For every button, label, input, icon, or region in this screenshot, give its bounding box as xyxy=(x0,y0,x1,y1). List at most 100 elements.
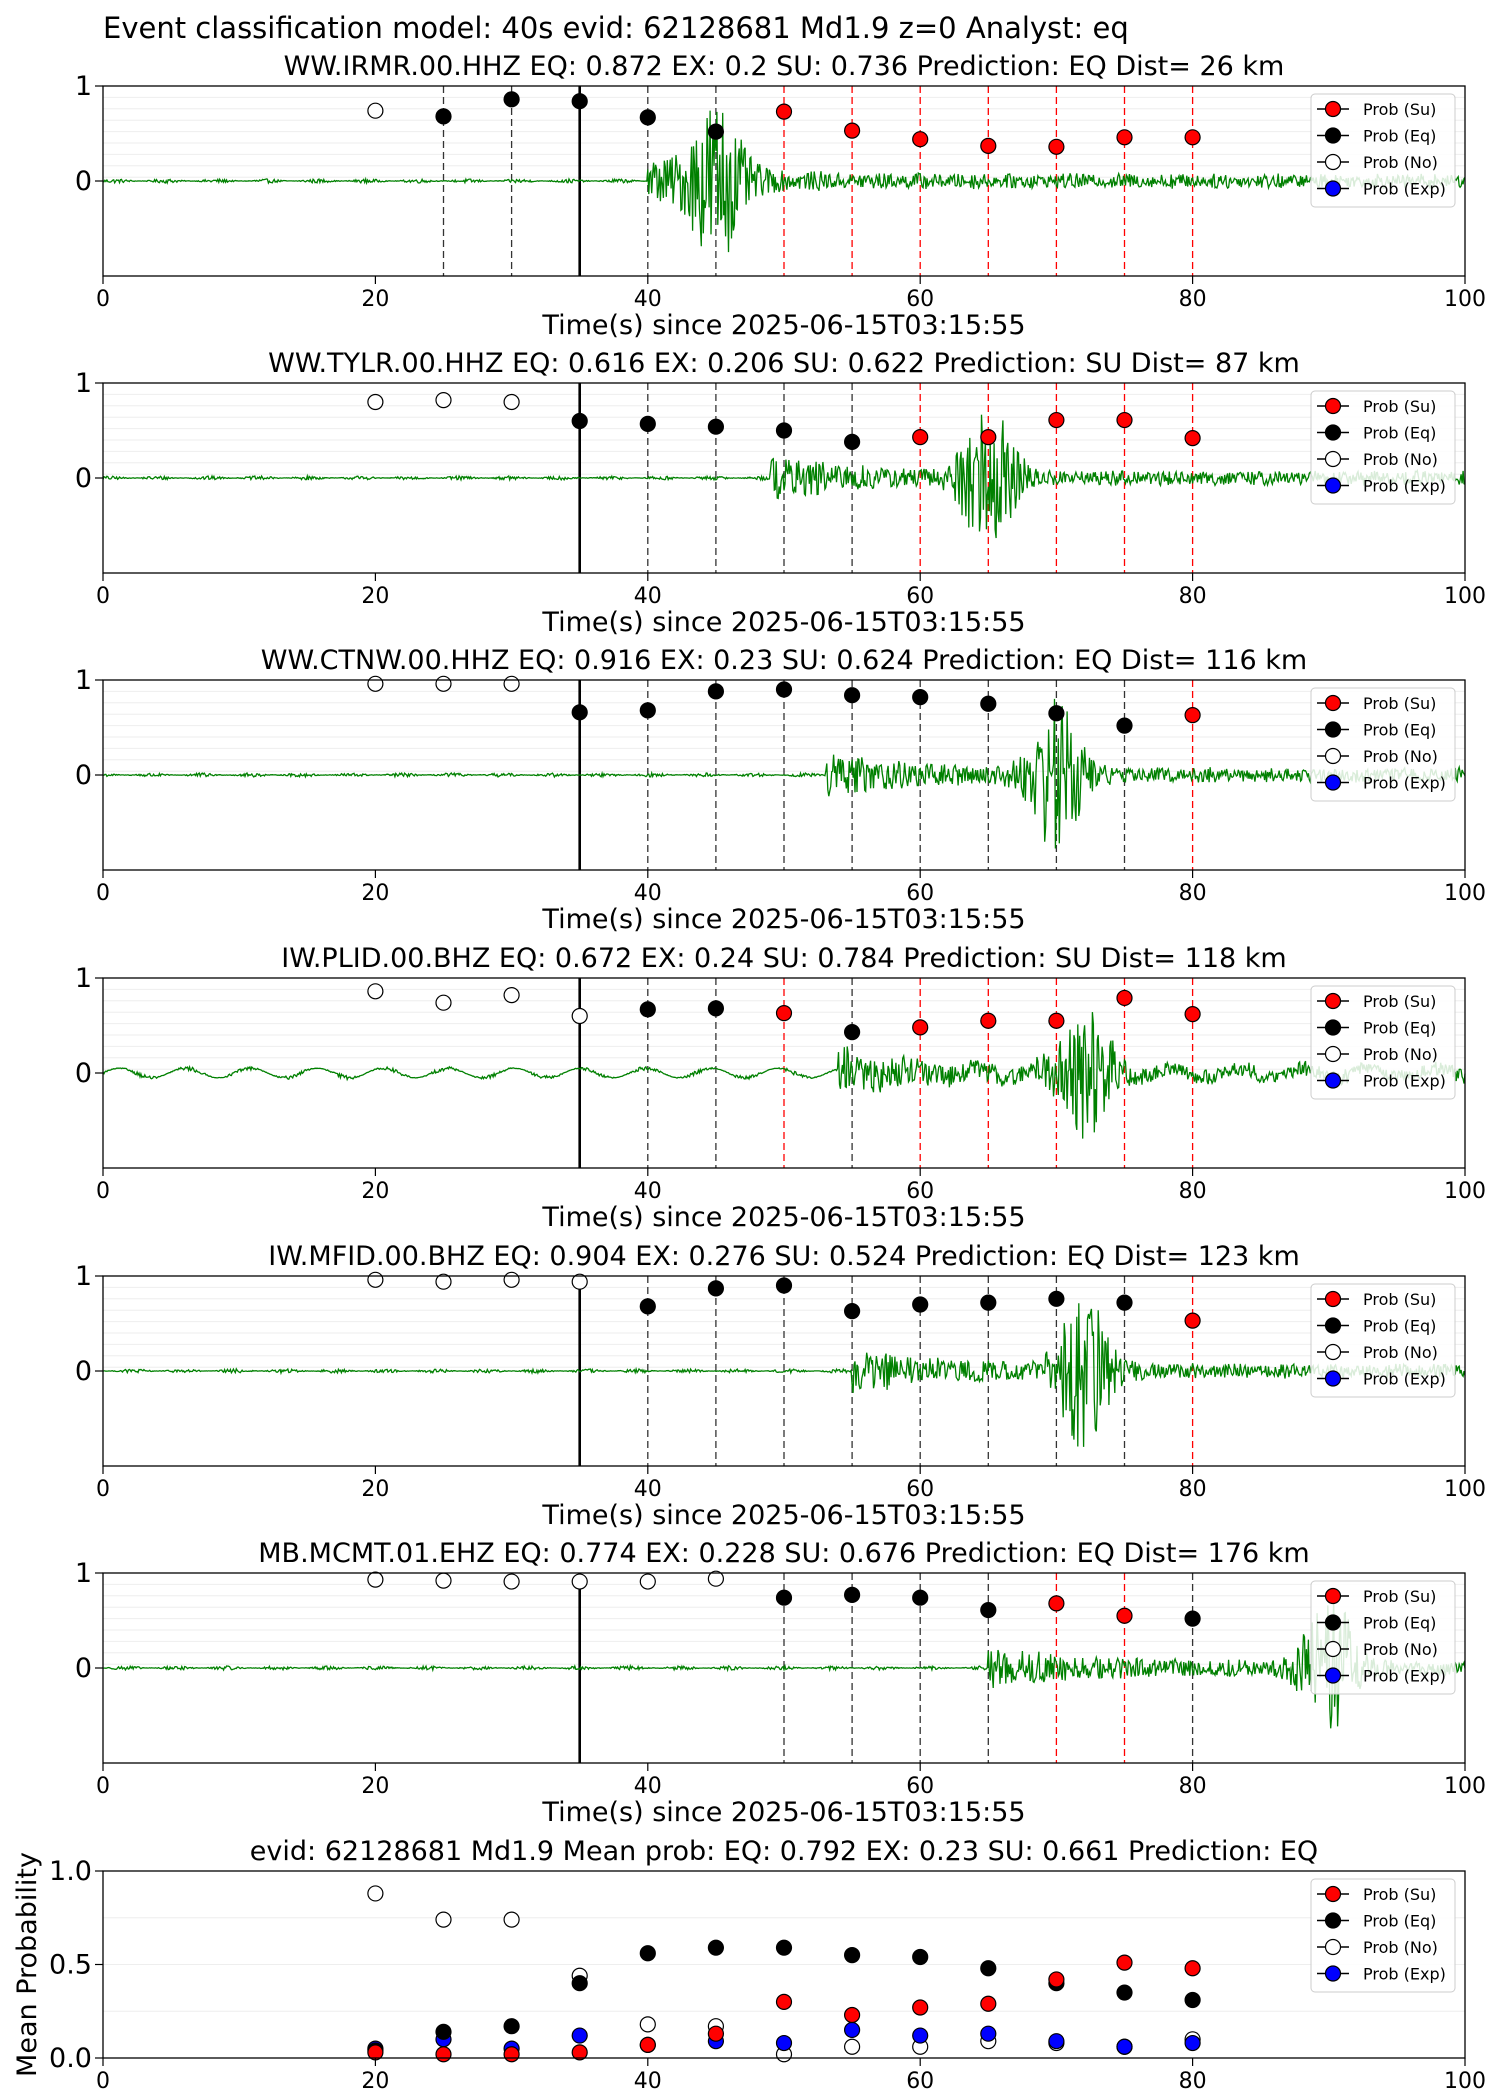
prob-marker-su xyxy=(1048,1595,1065,1612)
prob-marker-eq xyxy=(503,91,520,108)
prob-marker-no xyxy=(571,1273,588,1290)
mean-prob-marker-exp xyxy=(912,2027,929,2044)
waveform-trace xyxy=(102,1303,1466,1447)
prob-marker-su xyxy=(980,137,997,154)
legend-marker-exp xyxy=(1324,1667,1342,1684)
prob-marker-su xyxy=(775,103,793,120)
prob-marker-no xyxy=(367,1271,384,1288)
x-tick-label: 60 xyxy=(906,287,934,312)
legend-label-no: Prob (No) xyxy=(1363,1938,1438,1957)
legend-frame xyxy=(1310,985,1456,1100)
mean-prob-marker-eq xyxy=(639,1945,656,1962)
mean-prob-marker-exp xyxy=(571,2027,588,2044)
x-axis-label: Time(s) since 2025-06-15T03:15:55 xyxy=(541,904,1025,935)
legend-label-exp: Prob (Exp) xyxy=(1363,477,1446,496)
legend-label-exp: Prob (Exp) xyxy=(1363,1072,1446,1091)
prob-marker-su xyxy=(980,1012,997,1029)
legend-label-exp: Prob (Exp) xyxy=(1363,180,1446,199)
prob-marker-no xyxy=(367,102,384,119)
mean-prob-marker-eq xyxy=(503,2018,520,2035)
legend-label-no: Prob (No) xyxy=(1363,1343,1438,1362)
waveform-trace xyxy=(102,1595,1466,1729)
prob-marker-no xyxy=(707,1570,725,1587)
panel-title: evid: 62128681 Md1.9 Mean prob: EQ: 0.79… xyxy=(250,1836,1318,1867)
prob-marker-eq xyxy=(843,1586,861,1603)
legend-frame xyxy=(1310,1283,1456,1398)
panel-7: evid: 62128681 Md1.9 Mean prob: EQ: 0.79… xyxy=(12,1836,1486,2094)
legend-marker-exp xyxy=(1324,1072,1342,1089)
prob-marker-eq xyxy=(1116,1294,1133,1311)
prob-marker-no xyxy=(571,1007,588,1025)
prob-marker-no xyxy=(367,983,384,1000)
waveform-trace xyxy=(102,698,1466,849)
legend-frame xyxy=(1310,93,1456,208)
panel-title: MB.MCMT.01.EHZ EQ: 0.774 EX: 0.228 SU: 0… xyxy=(258,1538,1309,1569)
x-tick-label: 60 xyxy=(906,881,934,906)
prob-marker-eq xyxy=(775,1589,793,1606)
mean-prob-marker-su xyxy=(980,1995,997,2012)
x-tick-label: 80 xyxy=(1179,2069,1207,2094)
x-tick-label: 20 xyxy=(361,287,389,312)
x-tick-label: 60 xyxy=(906,1477,934,1502)
mean-prob-marker-exp xyxy=(980,2025,997,2042)
legend-label-exp: Prob (Exp) xyxy=(1363,774,1446,793)
mean-prob-marker-eq xyxy=(775,1939,793,1956)
y-tick-label: 0 xyxy=(75,463,92,494)
prob-marker-no xyxy=(367,1571,384,1588)
prob-marker-su xyxy=(1048,1012,1065,1029)
prob-marker-eq xyxy=(843,1303,861,1320)
prob-marker-eq xyxy=(775,1277,793,1294)
prob-marker-no xyxy=(503,675,520,692)
mean-prob-marker-eq xyxy=(1116,1984,1133,2001)
x-tick-label: 80 xyxy=(1179,1179,1207,1204)
legend-marker-exp xyxy=(1324,477,1342,494)
y-axis-label: Mean Probability xyxy=(12,1852,43,2077)
mean-prob-marker-su xyxy=(503,2046,520,2063)
mean-prob-marker-su xyxy=(435,2046,452,2063)
y-tick-label: 0.5 xyxy=(49,1950,92,1981)
prob-marker-eq xyxy=(639,1001,656,1018)
x-tick-label: 60 xyxy=(906,1179,934,1204)
prob-marker-no xyxy=(503,393,520,411)
legend-label-su: Prob (Su) xyxy=(1363,397,1436,416)
prob-marker-eq xyxy=(435,108,452,125)
prob-marker-su xyxy=(1048,411,1065,429)
x-tick-label: 20 xyxy=(361,1774,389,1799)
prob-marker-eq xyxy=(639,1298,656,1315)
waveform-trace xyxy=(102,414,1466,539)
prob-marker-eq xyxy=(707,1280,725,1297)
mean-prob-marker-exp xyxy=(775,2034,793,2052)
prob-marker-no xyxy=(571,1573,588,1590)
x-tick-label: 60 xyxy=(906,2069,934,2094)
prob-marker-eq xyxy=(775,422,793,439)
x-tick-label: 80 xyxy=(1179,287,1207,312)
x-tick-label: 40 xyxy=(634,287,662,312)
legend-label-no: Prob (No) xyxy=(1363,153,1438,172)
mean-prob-marker-no xyxy=(503,1911,520,1928)
legend-label-exp: Prob (Exp) xyxy=(1363,1370,1446,1389)
prob-marker-eq xyxy=(1184,1610,1201,1627)
legend-marker-su xyxy=(1324,992,1342,1010)
prob-marker-su xyxy=(1184,430,1201,447)
prob-marker-su xyxy=(912,429,929,446)
mean-prob-marker-eq xyxy=(980,1960,997,1977)
legend-label-su: Prob (Su) xyxy=(1363,1290,1436,1309)
prob-marker-su xyxy=(1184,1005,1201,1023)
x-tick-label: 40 xyxy=(634,1774,662,1799)
mean-prob-marker-su xyxy=(912,1999,929,2016)
prob-marker-eq xyxy=(639,109,656,126)
y-tick-label: 0 xyxy=(75,760,92,791)
mean-prob-marker-no xyxy=(843,2038,861,2055)
mean-prob-marker-exp xyxy=(1184,2034,1201,2052)
x-tick-label: 60 xyxy=(906,584,934,609)
prob-marker-no xyxy=(435,1572,452,1589)
x-tick-label: 100 xyxy=(1444,287,1486,312)
prob-marker-no xyxy=(435,675,452,692)
legend-label-eq: Prob (Eq) xyxy=(1363,127,1436,146)
mean-prob-marker-eq xyxy=(571,1975,588,1992)
prob-marker-eq xyxy=(707,418,725,435)
panel-title: IW.PLID.00.BHZ EQ: 0.672 EX: 0.24 SU: 0.… xyxy=(281,943,1286,974)
mean-prob-marker-eq xyxy=(843,1947,861,1964)
legend-label-no: Prob (No) xyxy=(1363,1640,1438,1659)
prob-marker-no xyxy=(503,986,520,1004)
